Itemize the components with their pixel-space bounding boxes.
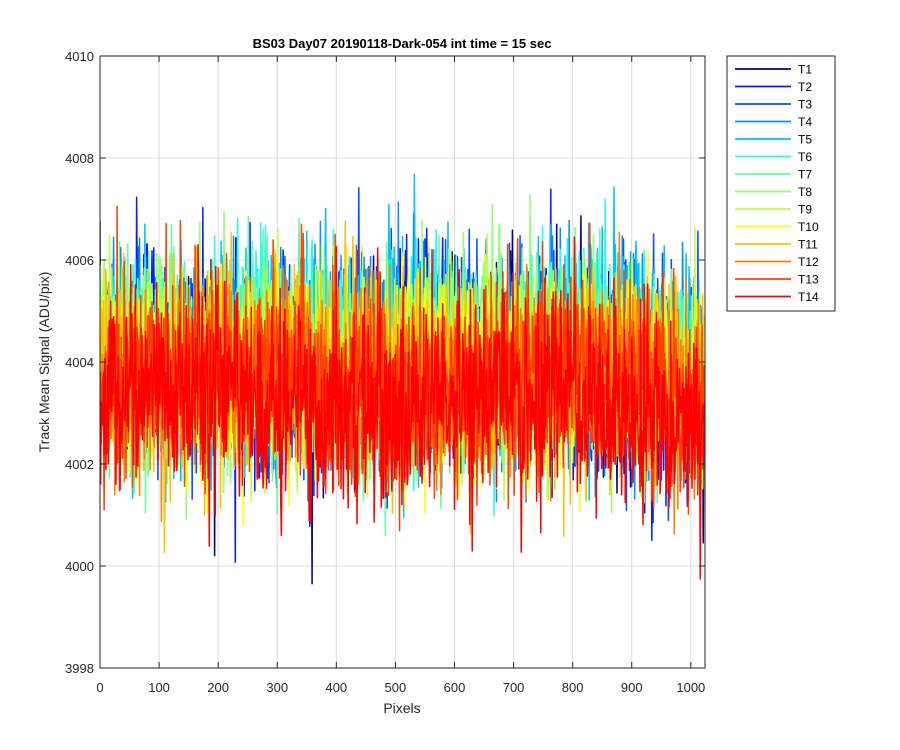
series-layer (100, 173, 705, 585)
legend-item[interactable]: T10 (735, 220, 819, 234)
x-tick-label: 100 (148, 680, 170, 695)
ticks: 0 100 200 300 400 500 600 700 800 900 1000 3998 4000… (65, 49, 705, 695)
legend-item[interactable]: T2 (735, 80, 812, 94)
chart-title: BS03 Day07 20190118-Dark-054 int time = … (253, 36, 552, 51)
legend-item[interactable]: T7 (735, 168, 812, 182)
y-axis-label: Track Mean Signal (ADU/pix) (36, 272, 52, 453)
y-tick-label: 4002 (65, 457, 94, 472)
legend-item[interactable]: T1 (735, 63, 812, 77)
legend-item[interactable]: T8 (735, 185, 812, 199)
legend-label: T9 (798, 203, 812, 217)
y-tick-label: 4004 (65, 355, 94, 370)
legend-item[interactable]: T13 (735, 273, 819, 287)
x-tick-label: 1000 (676, 680, 705, 695)
legend-label: T3 (798, 98, 812, 112)
y-tick-label: 3998 (65, 661, 94, 676)
legend-label: T6 (798, 150, 812, 164)
x-axis-label: Pixels (383, 700, 420, 716)
legend-box (726, 55, 836, 312)
x-tick-label: 800 (562, 680, 584, 695)
legend-item[interactable]: T14 (735, 290, 819, 304)
y-tick-label: 4010 (65, 49, 94, 64)
legend-label: T11 (798, 238, 818, 252)
legend-label: T4 (798, 115, 812, 129)
legend-item[interactable]: T6 (735, 150, 812, 164)
legend-item[interactable]: T9 (735, 203, 812, 217)
legend-item[interactable]: T11 (735, 238, 818, 252)
x-tick-label: 0 (96, 680, 103, 695)
legend-item[interactable]: T5 (735, 133, 812, 147)
legend-label: T13 (798, 273, 819, 287)
legend-label: T7 (798, 168, 812, 182)
legend-label: T2 (798, 80, 812, 94)
y-tick-label: 4000 (65, 559, 94, 574)
legend-item[interactable]: T12 (735, 255, 819, 269)
x-tick-label: 200 (207, 680, 229, 695)
series-line-T14 (100, 236, 705, 580)
legend-label: T14 (798, 290, 819, 304)
x-tick-label: 900 (621, 680, 643, 695)
legend-item[interactable]: T4 (735, 115, 812, 129)
legend-item[interactable]: T3 (735, 98, 812, 112)
x-tick-label: 300 (266, 680, 288, 695)
x-tick-label: 500 (385, 680, 407, 695)
x-tick-label: 400 (325, 680, 347, 695)
legend[interactable]: T1 T2 T3 T4 T5 T6 T7 T8 T9 T10 T11 T12 T13 T14 (726, 55, 836, 312)
legend-label: T5 (798, 133, 812, 147)
x-tick-label: 600 (444, 680, 466, 695)
legend-label: T8 (798, 185, 812, 199)
x-tick-label: 700 (503, 680, 525, 695)
legend-label: T10 (798, 220, 819, 234)
legend-label: T12 (798, 255, 819, 269)
legend-label: T1 (798, 63, 812, 77)
y-tick-label: 4008 (65, 151, 94, 166)
y-tick-label: 4006 (65, 253, 94, 268)
